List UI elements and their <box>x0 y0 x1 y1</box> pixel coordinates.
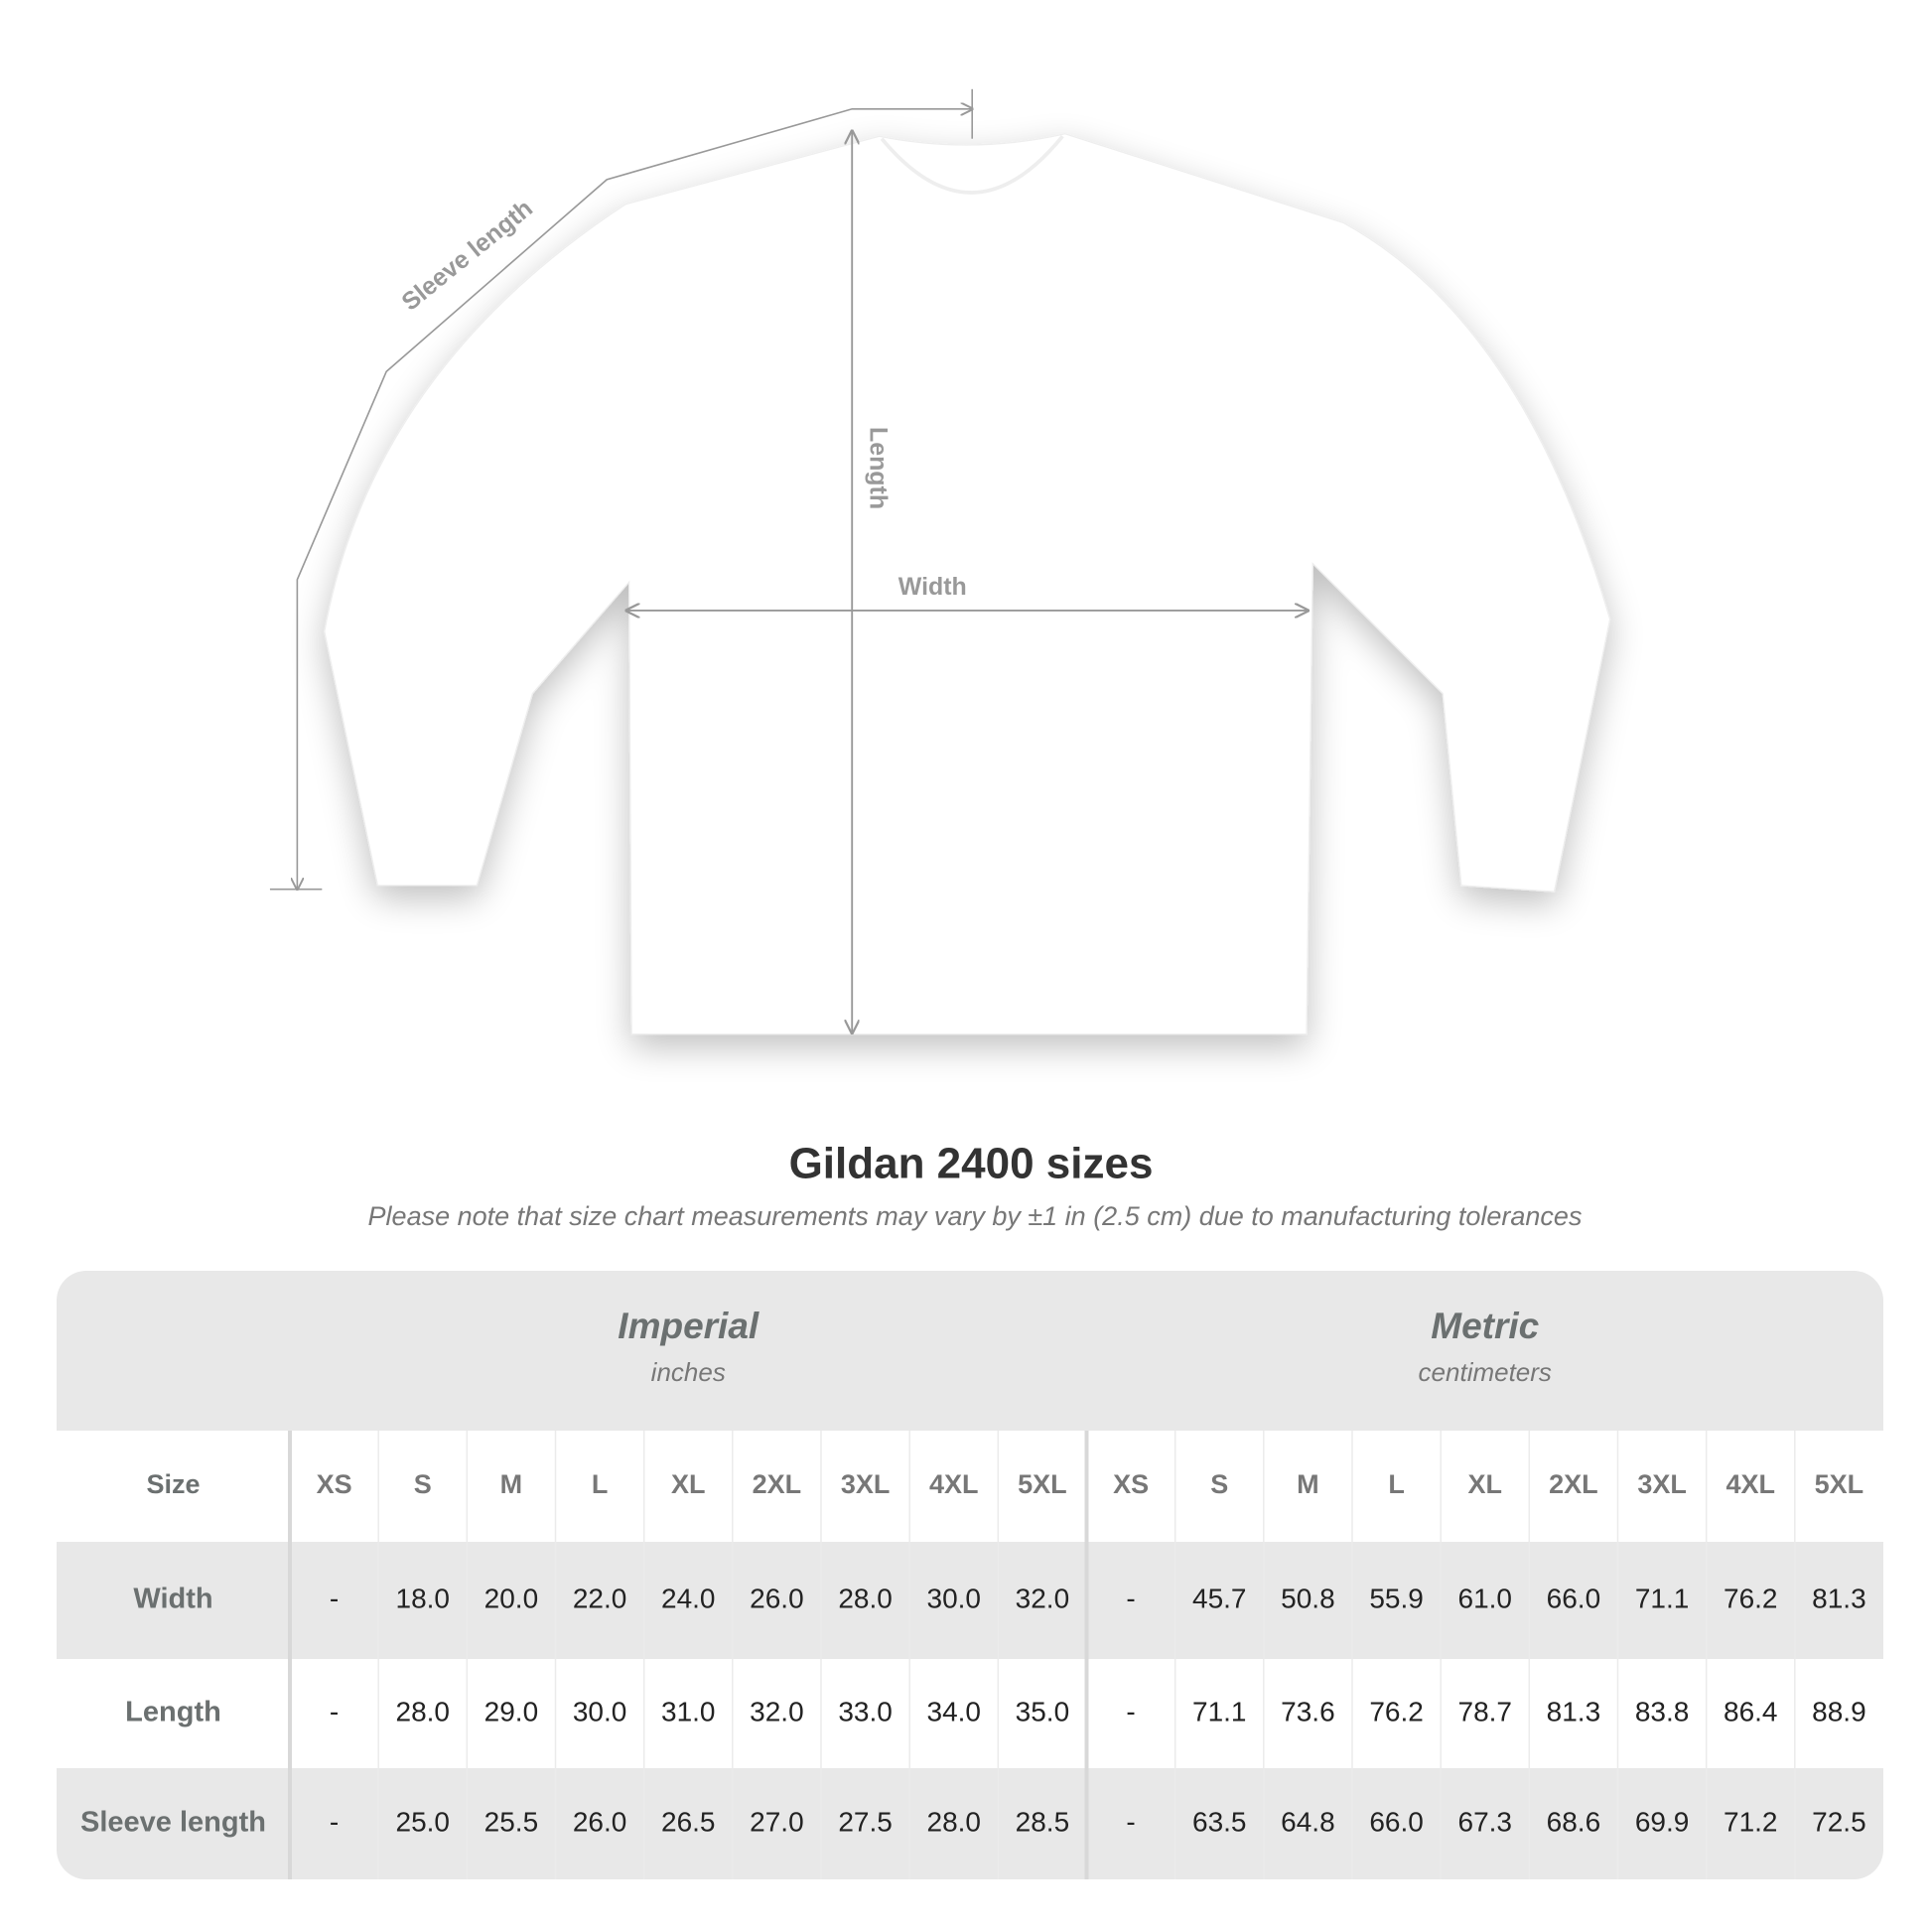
measurement: 31.0 <box>661 1696 716 1726</box>
size-label: M <box>1297 1469 1319 1499</box>
group-unit: inches <box>651 1357 726 1387</box>
measurement: 66.0 <box>1369 1806 1424 1837</box>
measurement: 29.0 <box>484 1696 539 1726</box>
size-label: XL <box>671 1469 706 1499</box>
measurement: 32.0 <box>1016 1583 1070 1613</box>
measurement: - <box>1126 1696 1135 1726</box>
measurement: 55.9 <box>1369 1583 1424 1613</box>
size-label: 5XL <box>1018 1469 1067 1499</box>
measurement: 81.3 <box>1547 1696 1601 1726</box>
measurement: 76.2 <box>1369 1696 1424 1726</box>
measurement: 76.2 <box>1724 1583 1778 1613</box>
measurement: 25.5 <box>484 1806 539 1837</box>
size-label: XS <box>1113 1469 1149 1499</box>
row-header: Sleeve length <box>80 1807 266 1839</box>
measurement: - <box>1126 1806 1135 1837</box>
measurement: 27.0 <box>750 1806 804 1837</box>
measurement: 22.0 <box>573 1583 627 1613</box>
measurement: 45.7 <box>1192 1583 1247 1613</box>
measurement: - <box>330 1806 339 1837</box>
measurement: 68.6 <box>1547 1806 1601 1837</box>
size-label: L <box>1388 1469 1405 1499</box>
measurement: 63.5 <box>1192 1806 1247 1837</box>
measurement: 25.0 <box>396 1806 451 1837</box>
row-background <box>57 1271 1883 1431</box>
measurement: 28.0 <box>927 1806 982 1837</box>
measurement: 20.0 <box>484 1583 539 1613</box>
measurement: 30.0 <box>573 1696 627 1726</box>
size-label: XL <box>1467 1469 1502 1499</box>
measurement: 32.0 <box>750 1696 804 1726</box>
size-label: L <box>592 1469 609 1499</box>
row-header: Size <box>146 1469 200 1499</box>
size-label: 5XL <box>1815 1469 1864 1499</box>
title: Gildan 2400 sizes <box>789 1140 1154 1188</box>
row-header: Length <box>125 1697 221 1728</box>
size-label: 2XL <box>753 1469 802 1499</box>
measurement: 73.6 <box>1281 1696 1335 1726</box>
measurement: 26.0 <box>750 1583 804 1613</box>
measurement: 78.7 <box>1458 1696 1513 1726</box>
shirt-diagram: Sleeve length Length Width <box>269 88 1611 1035</box>
measurement: 71.2 <box>1724 1806 1778 1837</box>
length-label: Length <box>865 427 893 509</box>
width-label: Width <box>898 573 967 601</box>
measurement: 26.5 <box>661 1806 716 1837</box>
row-background <box>57 1768 1883 1879</box>
row-background <box>57 1431 1883 1542</box>
measurement: 30.0 <box>927 1583 982 1613</box>
group-unit: centimeters <box>1419 1357 1552 1387</box>
measurement: 67.3 <box>1458 1806 1513 1837</box>
measurement: - <box>1126 1583 1135 1613</box>
size-label: S <box>1210 1469 1228 1499</box>
measurement: 83.8 <box>1635 1696 1690 1726</box>
measurement: 69.9 <box>1635 1806 1690 1837</box>
measurement: 27.5 <box>838 1806 893 1837</box>
size-label: 3XL <box>841 1469 891 1499</box>
measurement: 71.1 <box>1192 1696 1247 1726</box>
measurement: 86.4 <box>1724 1696 1778 1726</box>
sleeve-measure-line <box>297 109 972 890</box>
measurement: 50.8 <box>1281 1583 1335 1613</box>
measurement: 35.0 <box>1016 1696 1070 1726</box>
measurement: 88.9 <box>1812 1696 1866 1726</box>
measurement: - <box>330 1583 339 1613</box>
measurement: 18.0 <box>396 1583 451 1613</box>
size-label: 4XL <box>929 1469 979 1499</box>
measurement: 81.3 <box>1812 1583 1866 1613</box>
measurement: 71.1 <box>1635 1583 1690 1613</box>
measurement: 72.5 <box>1812 1806 1866 1837</box>
group-title: Imperial <box>618 1306 759 1346</box>
measurement: - <box>330 1696 339 1726</box>
size-label: 3XL <box>1637 1469 1687 1499</box>
measurement: 24.0 <box>661 1583 716 1613</box>
measurement: 61.0 <box>1458 1583 1513 1613</box>
shirt <box>324 133 1611 1035</box>
measurement: 66.0 <box>1547 1583 1601 1613</box>
note: Please note that size chart measurements… <box>368 1201 1583 1231</box>
measurement: 34.0 <box>927 1696 982 1726</box>
size-label: M <box>500 1469 523 1499</box>
size-label: S <box>414 1469 432 1499</box>
measurement: 64.8 <box>1281 1806 1335 1837</box>
row-background <box>57 1542 1883 1659</box>
group-title: Metric <box>1431 1306 1539 1346</box>
measurement: 28.0 <box>838 1583 893 1613</box>
size-label: 4XL <box>1725 1469 1775 1499</box>
size-label: XS <box>317 1469 352 1499</box>
measurement: 26.0 <box>573 1806 627 1837</box>
size-label: 2XL <box>1549 1469 1598 1499</box>
row-header: Width <box>133 1584 212 1615</box>
measurement: 28.0 <box>396 1696 451 1726</box>
row-background <box>57 1659 1883 1768</box>
measurement: 28.5 <box>1016 1806 1070 1837</box>
size-table: Imperial inches Metric centimeters Size XS S M L… <box>57 1271 1883 1879</box>
measurement: 33.0 <box>838 1696 893 1726</box>
